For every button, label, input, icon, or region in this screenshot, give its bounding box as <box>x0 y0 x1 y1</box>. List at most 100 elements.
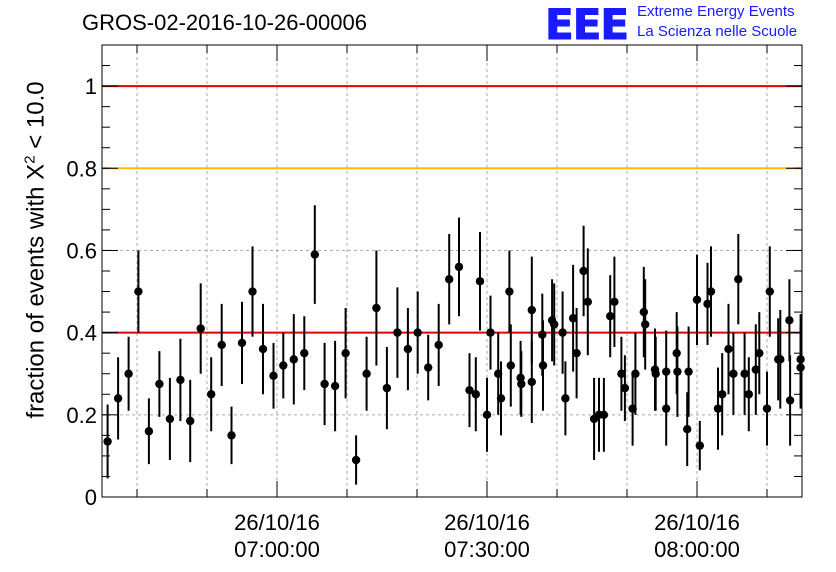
data-point <box>237 338 247 348</box>
y-tick-label: 0.2 <box>66 403 97 428</box>
data-point <box>424 363 433 372</box>
data-point <box>165 414 175 424</box>
data-point <box>558 328 567 337</box>
data-point <box>434 340 443 350</box>
data-point <box>445 275 454 284</box>
data-point <box>300 348 309 358</box>
data-point <box>113 394 123 403</box>
data-point <box>568 314 578 323</box>
data-point <box>413 328 422 337</box>
y-tick-label: 0.6 <box>66 238 97 263</box>
data-point <box>454 262 464 272</box>
data-point <box>713 404 723 413</box>
data-point <box>362 369 371 378</box>
data-point <box>620 383 630 393</box>
data-point <box>662 404 671 413</box>
data-point <box>475 277 485 286</box>
data-point <box>740 369 749 378</box>
data-point <box>248 287 257 296</box>
data-point <box>785 396 795 405</box>
data-point <box>673 367 682 376</box>
data-point <box>403 344 413 354</box>
x-tick-labels: 26/10/1607:00:0026/10/1607:30:0026/10/16… <box>234 510 740 562</box>
data-point <box>494 369 503 378</box>
data-point <box>279 361 288 370</box>
data-point <box>482 410 492 420</box>
data-point <box>796 363 805 372</box>
data-point <box>103 437 112 446</box>
data-point <box>684 367 693 376</box>
data-point <box>186 416 195 426</box>
data-point <box>134 287 143 296</box>
y-tick-label: 1 <box>85 74 97 99</box>
data-point <box>718 390 727 399</box>
data-point <box>774 355 783 364</box>
data-point <box>330 381 340 391</box>
chart-title: GROS-02-2016-10-26-00006 <box>82 10 367 35</box>
data-point <box>341 348 350 358</box>
y-tick-label: 0.4 <box>66 321 97 346</box>
data-point <box>155 379 164 389</box>
data-point <box>692 295 702 304</box>
data-point <box>538 361 548 370</box>
data-point <box>683 425 692 434</box>
data-point <box>650 365 660 374</box>
data-point <box>785 316 794 325</box>
data-point <box>506 361 515 370</box>
data-point <box>465 385 474 395</box>
data-point <box>695 441 704 450</box>
data-point <box>124 369 133 378</box>
y-axis-label: fraction of events with X2 < 10.0 <box>22 81 51 418</box>
data-point <box>639 307 648 317</box>
data-point <box>724 344 733 354</box>
data-point <box>207 390 216 399</box>
data-point <box>610 297 619 307</box>
x-tick-label-time: 07:30:00 <box>444 537 530 562</box>
x-tick-label-time: 08:00:00 <box>654 537 740 562</box>
data-point <box>176 375 185 385</box>
data-point <box>751 365 760 374</box>
data-point <box>703 299 712 309</box>
y-tick-label: 0 <box>85 485 97 510</box>
data-point <box>617 369 626 378</box>
x-tick-label-date: 26/10/16 <box>444 510 530 535</box>
x-tick-label-date: 26/10/16 <box>654 510 740 535</box>
data-point <box>706 287 716 296</box>
y-axis-label-sup: 2 <box>21 155 39 164</box>
data-points <box>103 205 805 485</box>
data-point <box>505 287 514 296</box>
data-point <box>351 455 361 465</box>
data-point <box>594 410 604 420</box>
data-point <box>579 266 588 276</box>
data-point <box>527 377 536 387</box>
y-axis-label-prefix: fraction of events with X <box>22 163 50 419</box>
y-tick-label: 0.8 <box>66 156 97 181</box>
data-point <box>227 431 236 440</box>
data-point <box>628 404 637 413</box>
data-point <box>641 320 650 329</box>
axis-ticks <box>102 44 802 498</box>
data-point <box>269 371 278 380</box>
data-point <box>516 373 525 383</box>
data-point <box>765 287 774 296</box>
data-point <box>561 394 570 403</box>
data-point <box>372 303 381 313</box>
org-name-line1: Extreme Energy Events <box>637 3 795 20</box>
reference-lines <box>102 85 802 334</box>
data-point <box>729 369 738 378</box>
x-tick-label-time: 07:00:00 <box>234 537 320 562</box>
data-point <box>393 328 402 337</box>
y-axis-label-suffix: < 10.0 <box>22 81 50 156</box>
org-name-line2: La Scienza nelle Scuole <box>637 23 798 40</box>
data-point <box>382 383 392 393</box>
data-point <box>144 427 154 436</box>
data-point <box>527 305 536 315</box>
data-point <box>258 344 268 354</box>
data-point <box>471 390 480 399</box>
data-point <box>196 324 205 333</box>
data-point <box>310 250 319 259</box>
data-point <box>583 297 592 307</box>
y-tick-labels: 0 0.2 0.4 0.6 0.8 1 <box>66 74 97 510</box>
data-point <box>606 312 615 321</box>
